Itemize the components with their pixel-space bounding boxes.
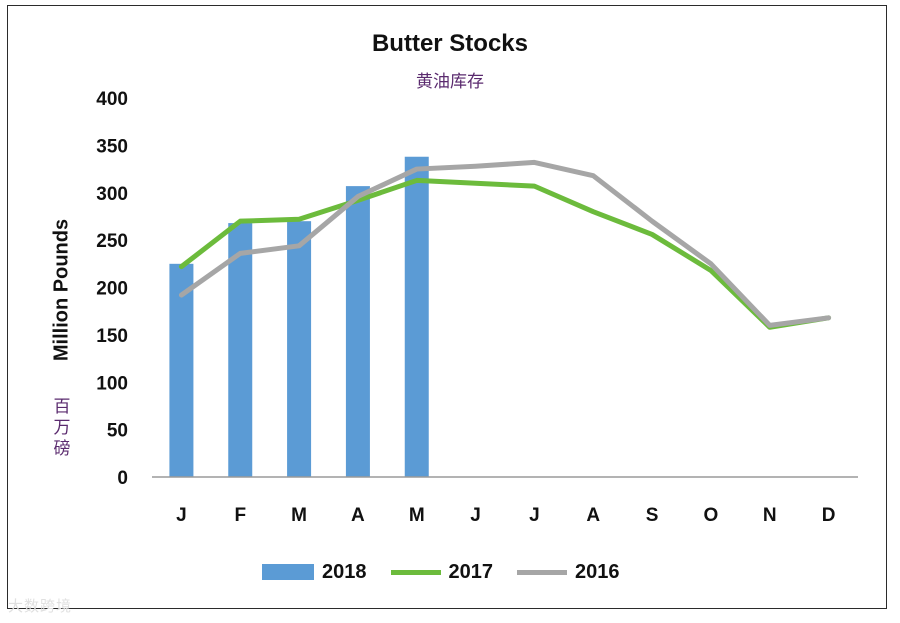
legend-swatch-2017: [390, 569, 441, 575]
x-tick-5: J: [470, 505, 481, 526]
bar-2018-0: [169, 263, 194, 477]
legend-label-2016: 2016: [575, 560, 620, 583]
bar-2018-2: [287, 221, 312, 477]
chart-subtitle: 黄油库存: [416, 72, 484, 92]
watermark: 大数跨境: [8, 597, 73, 615]
legend-swatch-2016: [517, 569, 567, 575]
x-tick-11: D: [822, 505, 836, 526]
x-tick-4: M: [409, 505, 425, 526]
y-tick-0: 0: [117, 468, 128, 489]
x-tick-9: O: [704, 505, 719, 526]
y-tick-50: 50: [107, 421, 128, 442]
y-tick-labels: 0 50 100 150 200 250 300 350 400: [96, 89, 128, 489]
x-tick-0: J: [176, 505, 187, 526]
x-tick-10: N: [763, 505, 777, 526]
chart-title: Butter Stocks: [371, 30, 529, 57]
bar-2018-4: [404, 156, 429, 477]
y-tick-100: 100: [96, 373, 128, 394]
legend: 2018 2017 2016: [262, 558, 644, 586]
y-tick-300: 300: [96, 184, 128, 205]
bar-2018-1: [228, 223, 253, 477]
bars-2018: [169, 156, 429, 477]
legend-item-2018: 2018: [262, 561, 367, 584]
line-2017: [178, 177, 832, 330]
y-tick-200: 200: [96, 279, 128, 300]
legend-label-2017: 2017: [448, 560, 494, 583]
x-tick-6: J: [529, 505, 540, 526]
y-tick-150: 150: [96, 326, 128, 347]
y-tick-250: 250: [96, 231, 128, 252]
x-tick-7: A: [586, 505, 600, 526]
x-tick-1: F: [234, 505, 246, 526]
x-tick-8: S: [646, 505, 659, 526]
x-tick-3: A: [351, 505, 365, 526]
x-tick-2: M: [291, 505, 307, 526]
legend-swatch-2018: [262, 564, 314, 580]
y-tick-350: 350: [96, 136, 128, 157]
legend-label-2018: 2018: [322, 560, 367, 583]
chart-frame: [7, 5, 887, 609]
series-lines: [178, 159, 832, 330]
y-tick-400: 400: [96, 89, 128, 110]
bar-2018-3: [345, 186, 370, 477]
line-2016: [178, 159, 832, 328]
legend-item-2017: 2017: [390, 560, 494, 584]
legend-item-2016: 2016: [517, 561, 620, 584]
y-axis-label-cn: 百万磅: [53, 397, 71, 459]
